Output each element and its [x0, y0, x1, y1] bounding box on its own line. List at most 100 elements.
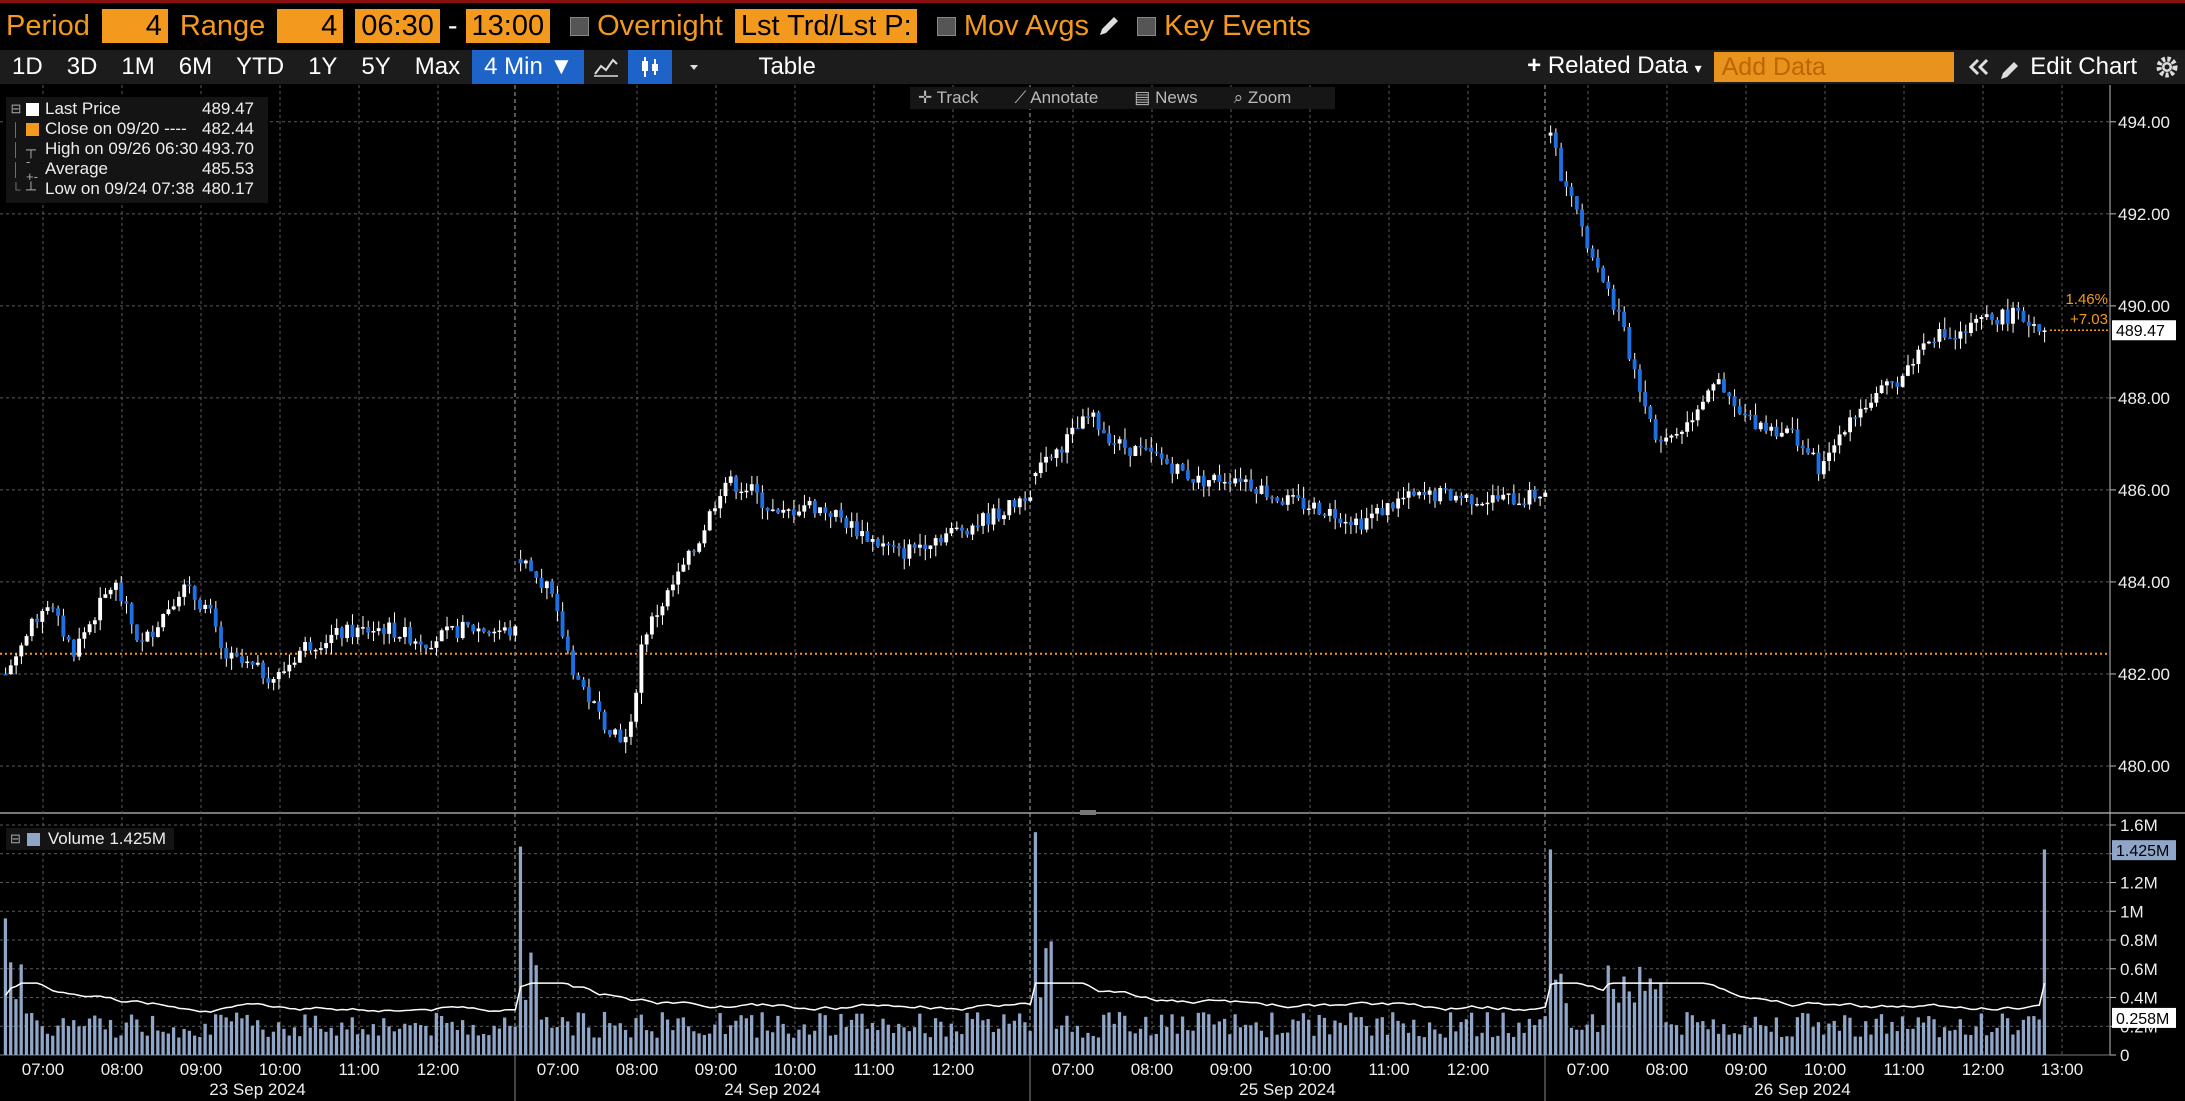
time-from-input[interactable]: 06:30: [355, 9, 440, 43]
news-tool[interactable]: ▤ News: [1134, 88, 1198, 107]
candle-body: [1222, 481, 1227, 484]
candle-body: [870, 539, 875, 542]
candle-body: [1496, 495, 1500, 500]
volume-bar: [702, 1035, 706, 1055]
volume-bar: [1822, 1034, 1826, 1055]
candle-body: [208, 604, 213, 609]
volume-bar: [303, 1014, 307, 1055]
candle-body: [765, 507, 770, 511]
candle-body: [150, 631, 155, 637]
candle-body: [1585, 226, 1590, 249]
candle-body: [1275, 497, 1280, 502]
price-tick-label: 482.00: [2118, 665, 2170, 684]
line-chart-icon[interactable]: [584, 50, 628, 84]
volume-bar: [1864, 1021, 1868, 1055]
volume-bar: [1716, 1033, 1721, 1055]
candle-body: [1779, 432, 1784, 437]
time-to-input[interactable]: 13:00: [465, 9, 551, 43]
collapse-toggle-icon[interactable]: ⊟: [10, 101, 22, 116]
volume-bar: [776, 1015, 780, 1055]
volume-tick-label: 1.6M: [2120, 816, 2158, 835]
range-1d-button[interactable]: 1D: [12, 53, 43, 80]
candle-body: [1732, 396, 1737, 407]
volume-bar: [355, 1034, 360, 1055]
range-5y-button[interactable]: 5Y: [361, 53, 391, 80]
key-events-checkbox[interactable]: [1137, 16, 1157, 36]
track-tool[interactable]: ✛ Track: [918, 88, 979, 107]
candle-body: [234, 652, 239, 657]
volume-bar: [2042, 849, 2047, 1055]
range-6m-button[interactable]: 6M: [178, 53, 213, 80]
volume-bar: [150, 1015, 155, 1055]
edit-chart-button[interactable]: Edit Chart: [1994, 50, 2149, 84]
candle-body: [1254, 488, 1259, 494]
volume-bar: [292, 1027, 297, 1055]
zoom-tool[interactable]: ⌕ Zoom: [1233, 88, 1292, 107]
volume-bar: [834, 1034, 838, 1055]
candle-body: [939, 538, 943, 543]
candle-body: [523, 560, 528, 564]
avg-volume-label: 0.258M: [2116, 1011, 2169, 1028]
candle-body: [1207, 480, 1211, 487]
last-price-label: 489.47: [2116, 323, 2165, 340]
candle-body: [949, 527, 954, 534]
candle-body: [182, 584, 187, 597]
volume-bar: [1417, 1036, 1421, 1055]
candle-body: [1963, 331, 1968, 334]
candle-body: [1175, 464, 1180, 474]
candle-body: [61, 615, 66, 637]
gear-icon[interactable]: [2149, 50, 2185, 84]
volume-bar: [686, 1026, 691, 1055]
candle-body: [1969, 322, 1973, 333]
price-tick-label: 486.00: [2118, 481, 2170, 500]
candle-body: [292, 662, 297, 665]
time-dash: -: [447, 9, 458, 42]
candle-body: [1790, 428, 1795, 430]
range-ytd-button[interactable]: YTD: [236, 53, 285, 80]
volume-bar: [1175, 1033, 1179, 1055]
annotate-tool[interactable]: ⟋ Annotate: [1014, 88, 1099, 107]
candle-body: [24, 636, 29, 646]
overnight-checkbox[interactable]: [570, 16, 590, 36]
related-data-button[interactable]: + Related Data ▾: [1515, 49, 1713, 85]
time-tick-label: 10:00: [259, 1060, 302, 1079]
candle-body: [2026, 321, 2031, 326]
volume-bar: [1475, 1036, 1479, 1055]
range-1m-button[interactable]: 1M: [121, 53, 155, 80]
volume-bar: [1795, 1017, 1800, 1055]
candle-body: [1427, 490, 1432, 495]
volume-bar: [855, 1013, 859, 1055]
volume-bar: [1653, 989, 1658, 1055]
collapse-icon[interactable]: [1964, 50, 1994, 84]
volume-bar: [171, 1027, 176, 1055]
volume-collapse-icon[interactable]: ⊟: [10, 831, 21, 846]
range-3d-button[interactable]: 3D: [66, 53, 98, 80]
candle-body: [723, 482, 728, 497]
pencil-icon[interactable]: [1095, 12, 1123, 40]
candle-body: [92, 620, 97, 625]
candle-body: [1243, 479, 1248, 482]
volume-bar: [245, 1014, 249, 1055]
volume-bar: [1921, 1022, 1926, 1055]
volume-bar: [261, 1029, 265, 1055]
chart-type-dropdown-icon[interactable]: [672, 50, 716, 84]
interval-select[interactable]: 4 Min ▼: [472, 50, 585, 84]
range-1y-button[interactable]: 1Y: [308, 53, 338, 80]
table-button[interactable]: Table: [758, 53, 816, 80]
period-input[interactable]: 4: [101, 9, 168, 43]
candle-body: [271, 679, 276, 683]
source-select[interactable]: Lst Trd/Lst P:: [734, 9, 917, 43]
mov-avgs-checkbox[interactable]: [936, 16, 956, 36]
volume-bar: [1249, 1025, 1253, 1055]
volume-bar: [224, 1017, 228, 1055]
legend-value: 485.53: [202, 159, 254, 178]
candle-body: [1017, 498, 1022, 508]
candlestick-icon[interactable]: [628, 50, 673, 84]
candle-body: [1643, 391, 1648, 407]
range-max-button[interactable]: Max: [414, 53, 461, 80]
add-data-input[interactable]: Add Data: [1713, 52, 1954, 82]
range-input[interactable]: 4: [277, 9, 344, 43]
candle-body: [1974, 318, 1979, 323]
candle-body: [797, 511, 801, 516]
